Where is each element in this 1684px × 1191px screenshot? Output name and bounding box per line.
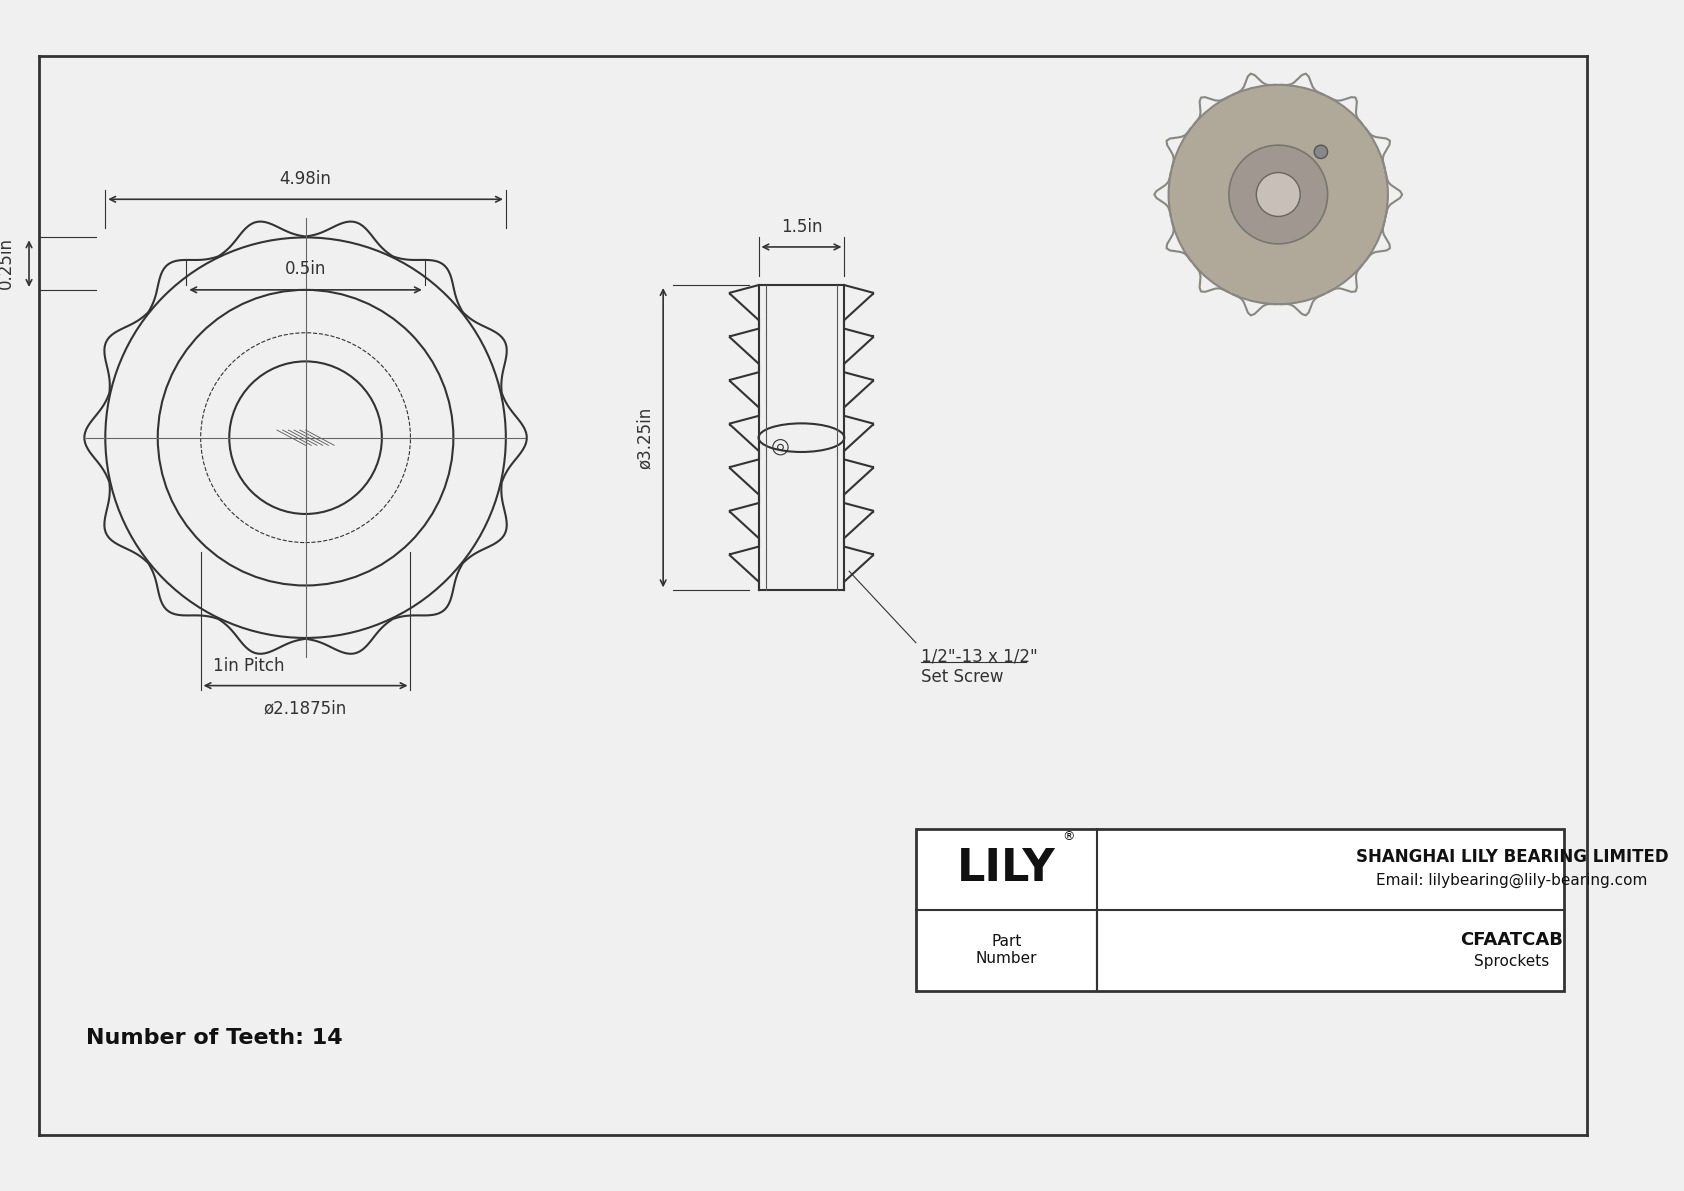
Text: Email: lilybearing@lily-bearing.com: Email: lilybearing@lily-bearing.com — [1376, 873, 1647, 887]
Text: LILY: LILY — [957, 847, 1056, 890]
FancyBboxPatch shape — [916, 829, 1564, 991]
Text: 0.5in: 0.5in — [285, 261, 327, 279]
Text: Sprockets: Sprockets — [1474, 954, 1549, 968]
Text: 1.5in: 1.5in — [781, 218, 822, 236]
Text: ø3.25in: ø3.25in — [635, 406, 653, 469]
Text: 4.98in: 4.98in — [280, 170, 332, 188]
Circle shape — [1169, 85, 1388, 304]
Text: ø2.1875in: ø2.1875in — [264, 700, 347, 718]
Text: 0.25in: 0.25in — [0, 237, 15, 289]
Text: ®: ® — [1063, 830, 1074, 843]
Text: SHANGHAI LILY BEARING LIMITED: SHANGHAI LILY BEARING LIMITED — [1356, 848, 1669, 866]
Circle shape — [1256, 173, 1300, 217]
Circle shape — [1314, 145, 1327, 158]
Text: 1in Pitch: 1in Pitch — [212, 657, 285, 675]
Text: 1/2"-13 x 1/2"
Set Screw: 1/2"-13 x 1/2" Set Screw — [921, 648, 1037, 686]
Text: Number of Teeth: 14: Number of Teeth: 14 — [86, 1029, 344, 1048]
Text: CFAATCAB: CFAATCAB — [1460, 931, 1563, 949]
Text: Part
Number: Part Number — [975, 934, 1037, 966]
Circle shape — [1229, 145, 1327, 244]
